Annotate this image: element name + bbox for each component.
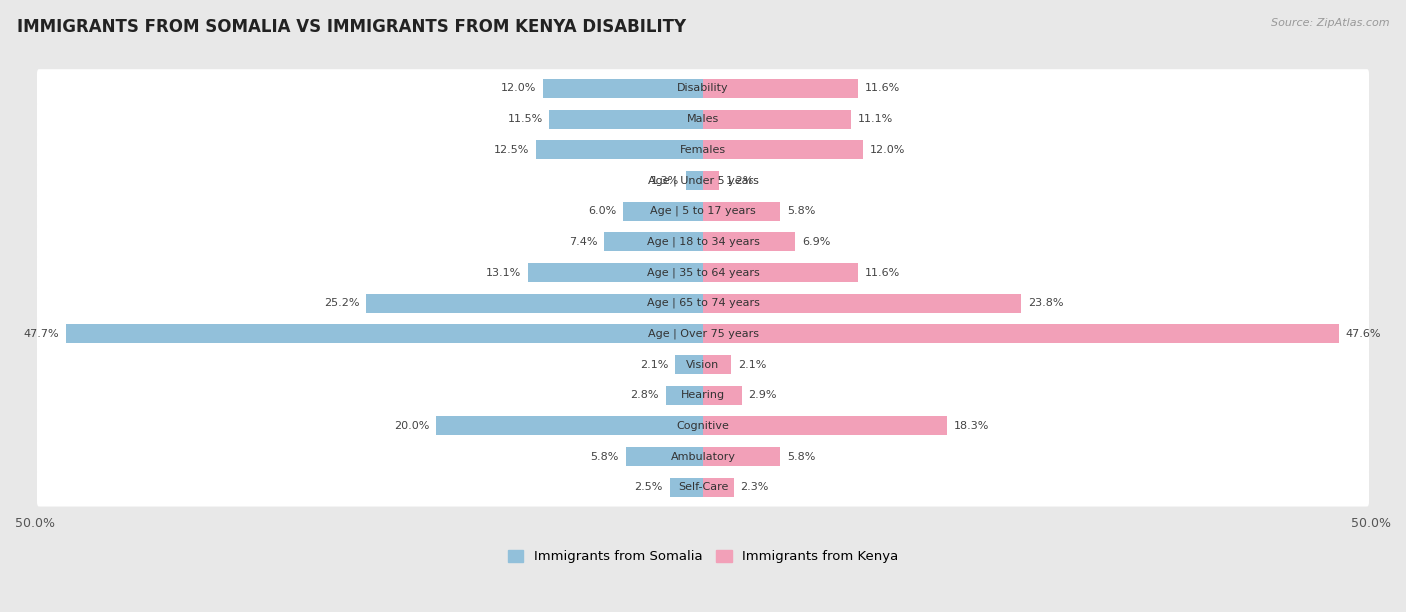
Text: 11.1%: 11.1%	[858, 114, 893, 124]
Text: 5.8%: 5.8%	[787, 206, 815, 216]
Text: 6.0%: 6.0%	[588, 206, 616, 216]
Bar	[605, 233, 703, 252]
Text: 20.0%: 20.0%	[394, 421, 429, 431]
Bar	[703, 447, 780, 466]
Bar	[669, 478, 703, 497]
Text: Age | 35 to 64 years: Age | 35 to 64 years	[647, 267, 759, 278]
FancyBboxPatch shape	[37, 161, 1369, 200]
Text: Age | 18 to 34 years: Age | 18 to 34 years	[647, 237, 759, 247]
FancyBboxPatch shape	[37, 376, 1369, 414]
FancyBboxPatch shape	[37, 130, 1369, 169]
FancyBboxPatch shape	[37, 406, 1369, 445]
Bar	[703, 233, 796, 252]
Bar	[626, 447, 703, 466]
Text: Source: ZipAtlas.com: Source: ZipAtlas.com	[1271, 18, 1389, 28]
Text: 12.0%: 12.0%	[870, 145, 905, 155]
Text: 12.0%: 12.0%	[501, 83, 536, 94]
Bar	[703, 294, 1021, 313]
Text: 5.8%: 5.8%	[787, 452, 815, 461]
Bar	[623, 202, 703, 221]
Text: Self-Care: Self-Care	[678, 482, 728, 492]
Text: Vision: Vision	[686, 359, 720, 370]
Text: Cognitive: Cognitive	[676, 421, 730, 431]
Text: 11.6%: 11.6%	[865, 267, 900, 277]
Text: 1.2%: 1.2%	[725, 176, 754, 185]
Text: 2.9%: 2.9%	[748, 390, 778, 400]
Text: 25.2%: 25.2%	[325, 298, 360, 308]
Text: 47.7%: 47.7%	[24, 329, 59, 339]
Text: Age | 5 to 17 years: Age | 5 to 17 years	[650, 206, 756, 217]
Text: 2.1%: 2.1%	[640, 359, 668, 370]
Bar	[675, 355, 703, 374]
Text: 6.9%: 6.9%	[801, 237, 830, 247]
Bar	[703, 478, 734, 497]
Bar	[529, 263, 703, 282]
Text: 23.8%: 23.8%	[1028, 298, 1063, 308]
Text: Age | Over 75 years: Age | Over 75 years	[648, 329, 758, 339]
Bar	[66, 324, 703, 343]
FancyBboxPatch shape	[37, 192, 1369, 231]
Text: 47.6%: 47.6%	[1346, 329, 1381, 339]
Bar	[550, 110, 703, 129]
Text: 11.5%: 11.5%	[508, 114, 543, 124]
Bar	[686, 171, 703, 190]
Text: Disability: Disability	[678, 83, 728, 94]
FancyBboxPatch shape	[37, 315, 1369, 353]
Text: Hearing: Hearing	[681, 390, 725, 400]
Bar	[703, 416, 948, 435]
Text: 18.3%: 18.3%	[955, 421, 990, 431]
Text: 13.1%: 13.1%	[486, 267, 522, 277]
FancyBboxPatch shape	[37, 437, 1369, 476]
Text: Males: Males	[688, 114, 718, 124]
Bar	[703, 355, 731, 374]
Text: IMMIGRANTS FROM SOMALIA VS IMMIGRANTS FROM KENYA DISABILITY: IMMIGRANTS FROM SOMALIA VS IMMIGRANTS FR…	[17, 18, 686, 36]
Text: Age | Under 5 years: Age | Under 5 years	[648, 175, 758, 186]
Bar	[367, 294, 703, 313]
Bar	[703, 79, 858, 98]
FancyBboxPatch shape	[37, 345, 1369, 384]
Bar	[703, 386, 742, 405]
FancyBboxPatch shape	[37, 284, 1369, 323]
Text: 1.3%: 1.3%	[651, 176, 679, 185]
Text: 2.5%: 2.5%	[634, 482, 662, 492]
Bar	[436, 416, 703, 435]
Text: Age | 65 to 74 years: Age | 65 to 74 years	[647, 298, 759, 308]
Legend: Immigrants from Somalia, Immigrants from Kenya: Immigrants from Somalia, Immigrants from…	[508, 550, 898, 564]
FancyBboxPatch shape	[37, 468, 1369, 507]
Bar	[665, 386, 703, 405]
Bar	[703, 140, 863, 159]
FancyBboxPatch shape	[37, 223, 1369, 261]
Bar	[536, 140, 703, 159]
Bar	[703, 171, 718, 190]
Bar	[703, 324, 1339, 343]
Bar	[703, 263, 858, 282]
Text: 7.4%: 7.4%	[569, 237, 598, 247]
Text: Ambulatory: Ambulatory	[671, 452, 735, 461]
Text: 2.1%: 2.1%	[738, 359, 766, 370]
FancyBboxPatch shape	[37, 100, 1369, 138]
Bar	[703, 202, 780, 221]
Text: 2.3%: 2.3%	[741, 482, 769, 492]
Text: 5.8%: 5.8%	[591, 452, 619, 461]
Text: 11.6%: 11.6%	[865, 83, 900, 94]
FancyBboxPatch shape	[37, 69, 1369, 108]
Text: 12.5%: 12.5%	[494, 145, 529, 155]
Text: 2.8%: 2.8%	[630, 390, 659, 400]
Bar	[703, 110, 851, 129]
Bar	[543, 79, 703, 98]
Text: Females: Females	[681, 145, 725, 155]
FancyBboxPatch shape	[37, 253, 1369, 292]
